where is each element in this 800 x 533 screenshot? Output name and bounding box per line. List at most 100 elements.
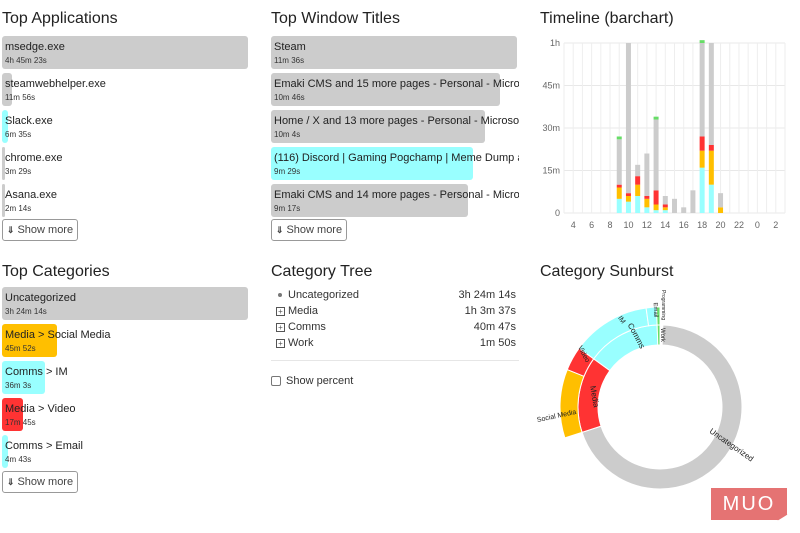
- item-duration: 45m 52s: [5, 344, 36, 353]
- item-duration: 3m 29s: [5, 167, 32, 176]
- sunburst-label: Programming: [660, 290, 666, 320]
- x-tick-label: 12: [642, 220, 652, 230]
- item-label: Comms > IM: [5, 366, 68, 378]
- chart-bar-segment: [644, 153, 650, 196]
- item-label: (116) Discord | Gaming Pogchamp | Meme D…: [274, 152, 519, 164]
- chart-bar-segment: [699, 43, 705, 137]
- category-sunburst-title: Category Sunburst: [540, 263, 674, 280]
- item-label: Media > Video: [5, 403, 76, 415]
- list-item[interactable]: Slack.exe 6m 35s: [2, 110, 248, 143]
- chart-bar-segment: [625, 196, 631, 202]
- chart-bar-segment: [653, 190, 659, 205]
- item-duration: 2m 14s: [5, 204, 32, 213]
- sunburst-label: Work: [659, 328, 665, 343]
- expand-plus-icon[interactable]: +: [276, 307, 285, 316]
- expand-plus-icon[interactable]: +: [276, 323, 285, 332]
- item-label: Emaki CMS and 14 more pages - Personal -…: [274, 189, 519, 201]
- list-item[interactable]: Emaki CMS and 15 more pages - Personal -…: [271, 73, 519, 106]
- x-tick-label: 10: [623, 220, 633, 230]
- list-item[interactable]: Emaki CMS and 14 more pages - Personal -…: [271, 184, 519, 217]
- chart-bar-segment: [625, 43, 631, 194]
- list-item[interactable]: (116) Discord | Gaming Pogchamp | Meme D…: [271, 147, 519, 180]
- bullet-icon: [276, 291, 285, 300]
- chart-bar-segment: [708, 43, 714, 145]
- tree-row[interactable]: Uncategorized 3h 24m 14s: [276, 289, 516, 304]
- item-label: Comms > Email: [5, 440, 83, 452]
- bar-fill: [2, 110, 8, 143]
- list-item[interactable]: Home / X and 13 more pages - Personal - …: [271, 110, 519, 143]
- item-label: Uncategorized: [5, 292, 76, 304]
- chart-bar-segment: [699, 136, 705, 151]
- categories-show-more-button[interactable]: ⇓ Show more: [2, 471, 78, 493]
- chart-bar-segment: [653, 204, 659, 211]
- sunburst-programming[interactable]: [655, 306, 661, 326]
- list-item[interactable]: Media > Social Media 45m 52s: [2, 324, 248, 357]
- list-item[interactable]: Comms > Email 4m 43s: [2, 435, 248, 468]
- tree-row-name: Media: [288, 305, 318, 317]
- bar-fill: [271, 73, 500, 106]
- sunburst-label: Media: [588, 385, 601, 409]
- bar-fill: [2, 361, 46, 394]
- sunburst-label: IM: [616, 315, 626, 326]
- expand-plus-icon[interactable]: +: [276, 339, 285, 348]
- item-duration: 4h 45m 23s: [5, 56, 47, 65]
- list-item[interactable]: Steam 11m 36s: [271, 36, 519, 69]
- chart-bar-segment: [635, 184, 641, 196]
- chart-bar-segment: [718, 207, 724, 213]
- chart-bar-segment: [718, 193, 724, 208]
- list-item[interactable]: chrome.exe 3m 29s: [2, 147, 248, 180]
- chart-bar-segment: [644, 207, 650, 213]
- bar-fill: [2, 435, 8, 468]
- x-tick-label: 22: [734, 220, 744, 230]
- bar-fill: [2, 36, 248, 69]
- chart-bar-segment: [699, 40, 705, 43]
- x-tick-label: 8: [608, 220, 613, 230]
- y-tick-label: 30m: [542, 123, 560, 133]
- item-duration: 17m 45s: [5, 418, 36, 427]
- apps-show-more-button[interactable]: ⇓ Show more: [2, 219, 78, 241]
- chart-bar-segment: [635, 196, 641, 213]
- show-percent-toggle[interactable]: Show percent: [271, 375, 353, 387]
- chart-bar-segment: [616, 198, 622, 213]
- item-duration: 9m 17s: [274, 204, 301, 213]
- chart-bar-segment: [653, 119, 659, 191]
- titles-show-more-button[interactable]: ⇓ Show more: [271, 219, 347, 241]
- bar-fill: [271, 36, 517, 69]
- bar-fill: [271, 147, 473, 180]
- bar-fill: [2, 73, 12, 106]
- bar-fill: [2, 324, 58, 357]
- tree-row-value: 40m 47s: [473, 321, 516, 333]
- sunburst-uncategorized[interactable]: [581, 324, 743, 490]
- chart-bar-segment: [644, 196, 650, 199]
- list-item[interactable]: msedge.exe 4h 45m 23s: [2, 36, 248, 69]
- chart-bar-segment: [653, 210, 659, 213]
- list-item[interactable]: steamwebhelper.exe 11m 56s: [2, 73, 248, 106]
- item-duration: 11m 56s: [5, 93, 36, 102]
- x-tick-label: 2: [773, 220, 778, 230]
- list-item[interactable]: Asana.exe 2m 14s: [2, 184, 248, 217]
- chart-bar-segment: [662, 207, 668, 211]
- y-tick-label: 0: [555, 208, 560, 218]
- muo-logo: MUO: [710, 487, 788, 521]
- top-categories-title: Top Categories: [2, 263, 110, 280]
- show-percent-checkbox[interactable]: [271, 376, 281, 386]
- item-label: msedge.exe: [5, 41, 65, 53]
- list-item[interactable]: Media > Video 17m 45s: [2, 398, 248, 431]
- timeline-title: Timeline (barchart): [540, 10, 674, 27]
- divider: [271, 360, 519, 361]
- item-duration: 10m 46s: [274, 93, 305, 102]
- x-tick-label: 14: [660, 220, 670, 230]
- list-item[interactable]: Uncategorized 3h 24m 14s: [2, 287, 248, 320]
- item-duration: 36m 3s: [5, 381, 32, 390]
- tree-row[interactable]: + Work 1m 50s: [276, 337, 516, 352]
- chart-bar-segment: [662, 196, 668, 205]
- x-tick-label: 6: [589, 220, 594, 230]
- tree-row[interactable]: + Comms 40m 47s: [276, 321, 516, 336]
- item-label: Emaki CMS and 15 more pages - Personal -…: [274, 78, 519, 90]
- list-item[interactable]: Comms > IM 36m 3s: [2, 361, 248, 394]
- chart-bar-segment: [672, 198, 677, 213]
- tree-row[interactable]: + Media 1h 3m 37s: [276, 305, 516, 320]
- bar-fill: [271, 110, 486, 143]
- chart-bar-segment: [653, 116, 659, 120]
